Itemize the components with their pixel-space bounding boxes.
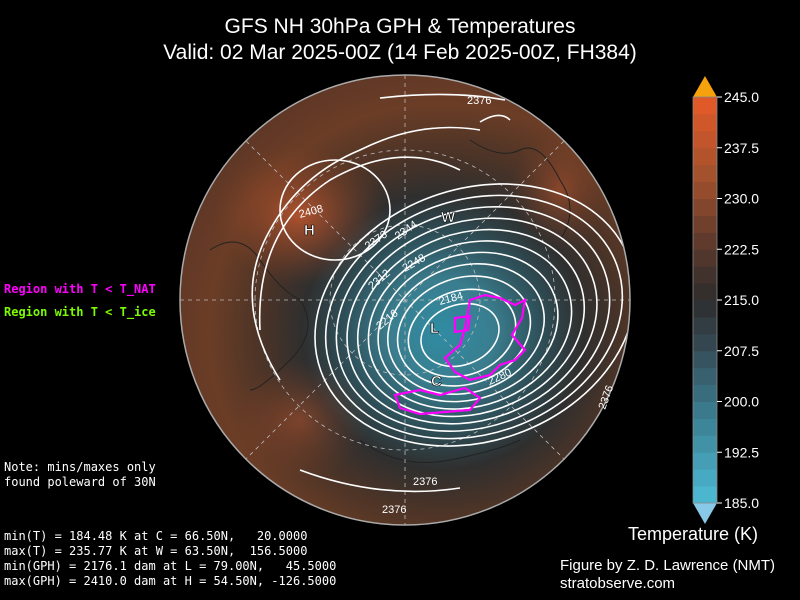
colorbar-band [693, 130, 717, 149]
colorbar-band [693, 164, 717, 183]
colorbar-band [693, 469, 717, 487]
colorbar-band [693, 316, 717, 335]
warm-region-south [230, 360, 370, 480]
stat-max-t: max(T) = 235.77 K at W = 63.50N, 156.500… [4, 544, 308, 558]
legend-nat: Region with T < T_NAT [4, 282, 156, 296]
contour-label-2376: 2376 [382, 504, 406, 516]
colorbar-tick-label: 222.5 [724, 241, 759, 257]
title-line-1: GFS NH 30hPa GPH & Temperatures [224, 15, 576, 38]
marker-cold: C [431, 373, 442, 390]
marker-warm: W [441, 209, 456, 226]
colorbar-band [693, 333, 717, 352]
colorbar-band [693, 181, 717, 199]
colorbar-band [693, 384, 717, 402]
colorbar-band [693, 113, 717, 132]
contour-label-2376: 2376 [467, 95, 491, 107]
colorbar-band [693, 367, 717, 386]
stats-block: min(T) = 184.48 K at C = 66.50N, 20.0000… [4, 529, 336, 589]
colorbar-band [693, 249, 717, 267]
colorbar-extend-min [693, 503, 717, 524]
stat-min-t: min(T) = 184.48 K at C = 66.50N, 20.0000 [4, 529, 308, 543]
colorbar-tick-label: 230.0 [724, 191, 759, 207]
figure-title: GFS NH 30hPa GPH & Temperatures Valid: 0… [0, 14, 800, 66]
credit-site: stratobserve.com [560, 575, 676, 592]
legend-ice: Region with T < T_ice [4, 305, 156, 319]
colorbar-title: Temperature (K) [628, 524, 759, 544]
colorbar-tick-label: 207.5 [724, 343, 759, 359]
graticule [180, 75, 630, 525]
colorbar-band [693, 97, 717, 115]
stat-min-gph: min(GPH) = 2176.1 dam at L = 79.00N, 45.… [4, 559, 337, 573]
colorbar-band [693, 486, 717, 504]
gph-contours [251, 93, 630, 493]
colorbar-tick-label: 200.0 [724, 394, 759, 410]
colorbar-band [693, 283, 717, 301]
marker-high: H [304, 222, 315, 239]
note-line-2: found poleward of 30N [4, 475, 156, 489]
colorbar-band [693, 198, 717, 216]
marker-low: L [430, 320, 439, 337]
nat-region [393, 293, 527, 416]
note-text: Note: mins/maxes only found poleward of … [4, 460, 156, 490]
title-line-2: Valid: 02 Mar 2025-00Z (14 Feb 2025-00Z,… [163, 41, 637, 64]
warm-region [215, 145, 385, 285]
colorbar-tick-label: 192.5 [724, 444, 759, 460]
colorbar-band [693, 350, 717, 369]
coastline [359, 439, 521, 463]
colorbar-band [693, 300, 717, 318]
stat-max-gph: max(GPH) = 2410.0 dam at H = 54.50N, -12… [4, 574, 337, 588]
colorbar-band [693, 266, 717, 284]
colorbar-tick-label: 245.0 [724, 89, 759, 105]
extrema-markers: H L W C [304, 209, 457, 391]
colorbar-band [693, 435, 717, 453]
colorbar-band [693, 215, 717, 233]
colorbar-band [693, 452, 717, 470]
colorbar-band [693, 418, 717, 436]
map-boundary [179, 74, 631, 526]
credit-author: Figure by Z. D. Lawrence (NMT) [560, 557, 776, 574]
contour-label-2376: 2376 [413, 476, 437, 488]
colorbar-tick-label: 215.0 [724, 292, 759, 308]
colorbar-band [693, 232, 717, 250]
colorbar-tick-label: 237.5 [724, 140, 759, 156]
note-line-1: Note: mins/maxes only [4, 460, 156, 474]
colorbar: 245.0 237.5 230.0 222.5 215.0 207.5 200.0 192.5… [692, 76, 759, 524]
colorbar-tick-label: 185.0 [724, 495, 759, 511]
colorbar-band [693, 401, 717, 419]
colorbar-band [693, 147, 717, 166]
colorbar-bands [693, 97, 717, 504]
colorbar-ticks: 245.0 237.5 230.0 222.5 215.0 207.5 200.0 192.5… [717, 89, 759, 511]
colorbar-extend-max [693, 76, 717, 97]
